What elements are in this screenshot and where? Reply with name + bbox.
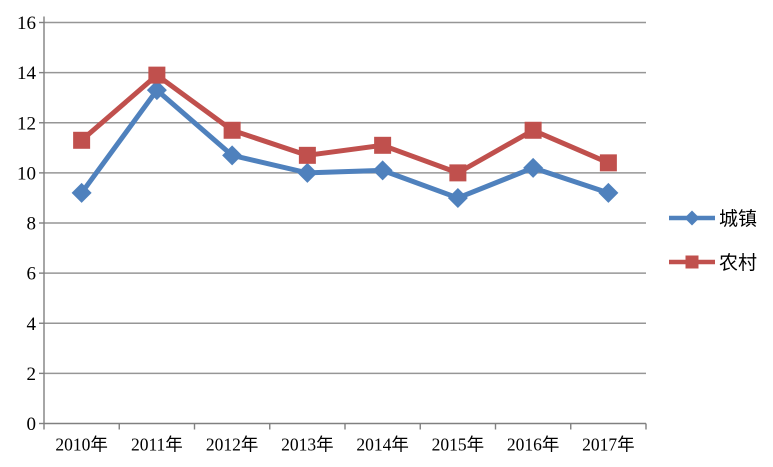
y-tick-label: 8 bbox=[27, 214, 37, 235]
data-point-marker bbox=[222, 145, 243, 166]
data-point-marker bbox=[297, 162, 318, 183]
data-point-marker bbox=[523, 157, 544, 178]
legend-item-urban: 城镇 bbox=[668, 204, 757, 231]
x-tick-label: 2011年 bbox=[131, 435, 183, 455]
y-tick-label: 10 bbox=[17, 163, 36, 184]
data-point-marker bbox=[223, 121, 241, 139]
x-tick-label: 2010年 bbox=[55, 435, 108, 455]
y-tick-label: 2 bbox=[27, 364, 37, 385]
legend-marker-shape bbox=[684, 210, 700, 225]
data-point-marker bbox=[298, 146, 316, 164]
chart-legend: 城镇 农村 bbox=[668, 204, 757, 275]
y-tick-label: 14 bbox=[17, 63, 37, 84]
data-point-marker bbox=[524, 121, 542, 139]
data-point-marker bbox=[71, 182, 92, 203]
legend-label-rural: 农村 bbox=[719, 253, 758, 274]
series-line bbox=[79, 87, 611, 201]
legend-marker-shape bbox=[685, 255, 699, 268]
y-tick-label: 16 bbox=[17, 13, 36, 34]
urban-line-marker-icon bbox=[669, 210, 715, 225]
series-line bbox=[79, 72, 611, 176]
x-tick-label: 2013年 bbox=[281, 435, 334, 455]
data-point-marker bbox=[372, 160, 393, 181]
data-point-marker bbox=[447, 187, 468, 208]
legend-label-urban: 城镇 bbox=[719, 209, 758, 230]
y-tick-label: 6 bbox=[27, 264, 37, 285]
data-point-marker bbox=[148, 66, 166, 84]
data-point-marker bbox=[146, 80, 167, 101]
x-tick-label: 2014年 bbox=[356, 435, 409, 455]
y-tick-label: 0 bbox=[27, 414, 37, 435]
x-tick-label: 2015年 bbox=[432, 435, 485, 455]
data-point-marker bbox=[374, 136, 392, 154]
x-tick-label: 2017年 bbox=[582, 435, 635, 455]
y-tick-label: 4 bbox=[27, 314, 37, 335]
y-tick-label: 12 bbox=[17, 113, 36, 134]
x-tick-label: 2016年 bbox=[507, 435, 560, 455]
legend-item-rural: 农村 bbox=[668, 248, 757, 275]
x-tick-label: 2012年 bbox=[206, 435, 259, 455]
data-point-marker bbox=[598, 182, 619, 203]
data-point-marker bbox=[599, 154, 617, 172]
series-城镇 bbox=[71, 80, 619, 208]
data-point-marker bbox=[73, 131, 91, 149]
rural-line-marker-icon bbox=[669, 255, 715, 268]
data-point-marker bbox=[449, 164, 467, 182]
series-农村 bbox=[73, 66, 617, 182]
